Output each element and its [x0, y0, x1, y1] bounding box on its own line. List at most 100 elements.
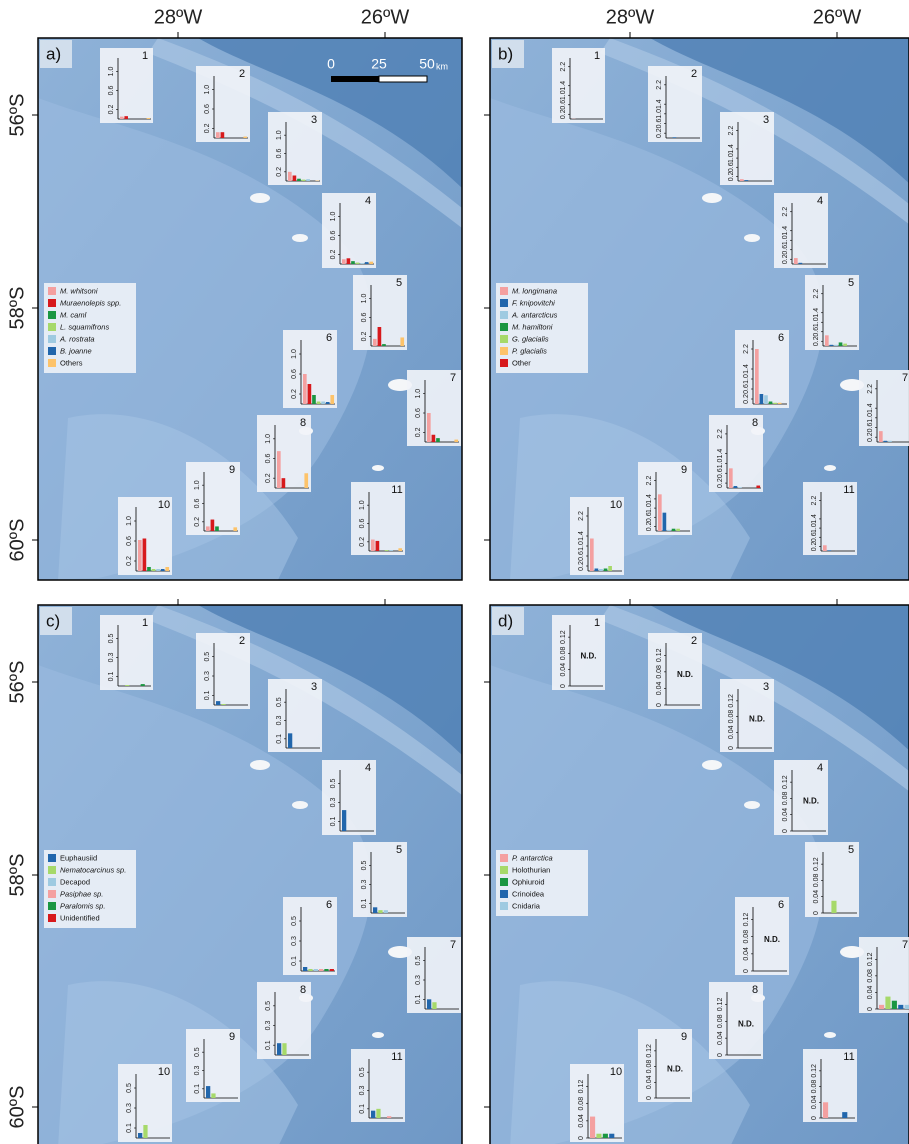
bar — [378, 910, 382, 913]
y-tick-label: 0.04 — [717, 1031, 724, 1045]
bar — [376, 541, 380, 551]
bar — [288, 733, 292, 748]
y-tick-label: 1.0 — [361, 294, 368, 304]
inset-chart: 700.040.080.12 — [859, 937, 909, 1013]
bar — [351, 261, 355, 264]
legend-label: M. caml — [60, 310, 87, 319]
y-tick-label: 0.12 — [656, 648, 663, 662]
inset-chart: 100.10.30.5 — [118, 1064, 172, 1142]
y-tick-label: 0.04 — [867, 986, 874, 1000]
bar — [398, 548, 402, 551]
y-tick-label: 0.08 — [560, 647, 567, 661]
bar — [590, 539, 594, 572]
no-data-note: N.D. — [667, 1065, 683, 1074]
y-tick-label: 0.2 — [415, 427, 422, 437]
y-tick-label: 0.6 — [265, 454, 272, 464]
bar — [147, 118, 151, 119]
y-tick-label: 0.3 — [194, 1066, 201, 1076]
legend-swatch — [48, 878, 56, 886]
y-tick-label: 1.4 — [813, 308, 820, 318]
inset-label: 10 — [610, 499, 622, 511]
y-tick-label: 0.3 — [276, 716, 283, 726]
inset-label: 7 — [902, 939, 908, 951]
inset-label: 8 — [752, 417, 758, 429]
bar — [436, 438, 440, 442]
legend-label: L. squamifrons — [60, 322, 109, 331]
y-tick-label: 0.1 — [330, 817, 337, 827]
legend-label: F. knipovitchi — [512, 298, 555, 307]
y-tick-label: 0.2 — [126, 556, 133, 566]
bar — [215, 526, 219, 531]
inset-label: 4 — [817, 195, 823, 207]
bar — [319, 969, 323, 971]
lon-label: 26ºW — [813, 6, 862, 28]
bar — [756, 486, 760, 488]
y-tick-label: 1.0 — [204, 85, 211, 95]
island — [702, 193, 722, 203]
legend-swatch — [500, 866, 508, 874]
y-tick-label: 0.3 — [265, 1021, 272, 1031]
bar — [302, 180, 306, 181]
y-tick-label: 0.2 — [204, 123, 211, 133]
panel-label: d) — [498, 611, 513, 630]
legend-label: Paralomis sp. — [60, 901, 105, 910]
no-data-note: N.D. — [803, 797, 819, 806]
inset-chart: 300.040.080.12N.D. — [720, 679, 774, 752]
legend: EuphausiidNematocarcinus sp.DecapodPasip… — [44, 850, 136, 928]
legend-label: Crinoidea — [512, 889, 545, 898]
inset-label: 10 — [158, 1066, 170, 1078]
inset-label: 1 — [594, 50, 600, 62]
y-tick-label: 0 — [728, 746, 735, 750]
inset-label: 3 — [763, 681, 769, 693]
y-tick-label: 0.12 — [811, 1064, 818, 1078]
y-tick-label: 0 — [646, 1096, 653, 1100]
bar — [905, 1005, 909, 1009]
y-tick-label: 1.4 — [728, 144, 735, 154]
legend-swatch — [48, 347, 56, 355]
bar — [382, 344, 386, 346]
y-tick-label: 0.5 — [108, 634, 115, 644]
bar — [427, 413, 431, 442]
legend-label: Nematocarcinus sp. — [60, 865, 126, 874]
bar — [365, 262, 369, 264]
bar — [769, 402, 773, 405]
bar — [143, 1125, 147, 1138]
y-tick-label: 0 — [867, 1007, 874, 1011]
inset-label: 6 — [778, 899, 784, 911]
bar — [831, 901, 836, 913]
bar — [432, 1002, 436, 1009]
y-tick-label: 0.6 — [126, 536, 133, 546]
scale-white — [379, 76, 427, 82]
lat-label: 58ºS — [6, 287, 28, 330]
y-tick-label: 0.2 — [359, 537, 366, 547]
y-tick-label: 0.6 — [743, 384, 750, 394]
y-tick-label: 0.6 — [330, 231, 337, 241]
inset-chart: 900.040.080.12N.D. — [638, 1029, 692, 1102]
y-tick-label: 0 — [782, 829, 789, 833]
bar — [373, 339, 377, 346]
bar — [342, 259, 346, 264]
inset-label: 8 — [300, 984, 306, 996]
bar — [604, 569, 608, 572]
y-tick-label: 0.5 — [415, 956, 422, 966]
y-tick-label: 0.2 — [578, 561, 585, 571]
bar — [373, 907, 377, 913]
inset-chart: 20.10.30.5 — [196, 633, 250, 709]
y-tick-label: 0.2 — [330, 250, 337, 260]
bar — [676, 529, 680, 531]
y-tick-label: 1.0 — [656, 109, 663, 119]
y-tick-label: 0 — [656, 703, 663, 707]
y-tick-label: 0.08 — [578, 1097, 585, 1111]
y-tick-label: 0.2 — [276, 167, 283, 177]
legend-swatch — [48, 299, 56, 307]
lat-label: 60ºS — [6, 1086, 28, 1129]
y-tick-label: 0.04 — [560, 663, 567, 677]
legend-swatch — [500, 311, 508, 319]
island — [250, 760, 270, 770]
bar — [308, 969, 312, 971]
bar — [663, 513, 667, 531]
inset-chart: 20.20.61.0 — [196, 66, 250, 142]
inset-label: 5 — [848, 277, 854, 289]
inset-label: 7 — [902, 372, 908, 384]
y-tick-label: 0.08 — [867, 969, 874, 983]
